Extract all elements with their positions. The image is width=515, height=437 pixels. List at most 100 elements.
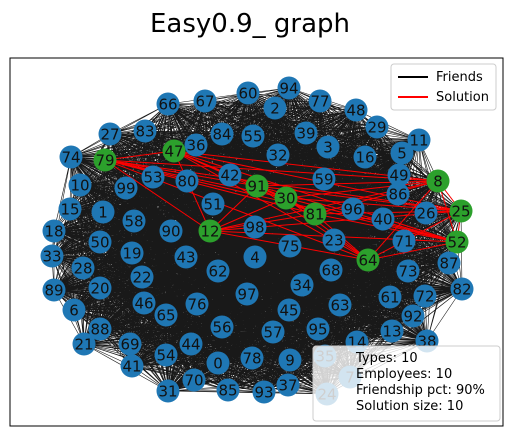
node-70: 70 <box>182 368 206 392</box>
node-circle <box>193 89 217 113</box>
node-label: 21 <box>74 336 93 354</box>
node-23: 23 <box>322 228 346 252</box>
node-82: 82 <box>450 277 474 301</box>
node-3: 3 <box>316 135 340 159</box>
node-53: 53 <box>141 165 165 189</box>
node-8: 8 <box>426 169 450 193</box>
node-label: 64 <box>358 252 377 270</box>
node-label: 99 <box>116 180 135 198</box>
node-label: 70 <box>184 372 203 390</box>
node-circle <box>266 143 290 167</box>
node-label: 65 <box>156 307 175 325</box>
node-circle <box>380 319 404 343</box>
node-29: 29 <box>365 115 389 139</box>
node-30: 30 <box>274 186 298 210</box>
node-circle <box>206 259 230 283</box>
node-2: 2 <box>263 96 287 120</box>
node-label: 98 <box>245 219 264 237</box>
node-label: 52 <box>447 234 466 252</box>
node-0: 0 <box>206 351 230 375</box>
node-circle <box>206 351 230 375</box>
node-circle <box>58 197 82 221</box>
node-label: 90 <box>161 223 180 241</box>
node-label: 28 <box>73 260 92 278</box>
node-56: 56 <box>210 315 234 339</box>
node-83: 83 <box>133 119 157 143</box>
node-label: 23 <box>324 232 343 250</box>
node-circle <box>274 186 298 210</box>
node-circle <box>198 219 222 243</box>
node-circle <box>316 135 340 159</box>
node-77: 77 <box>308 89 332 113</box>
node-circle <box>353 145 377 169</box>
node-circle <box>154 343 178 367</box>
node-28: 28 <box>71 256 95 280</box>
node-31: 31 <box>156 379 180 403</box>
node-circle <box>71 256 95 280</box>
node-circle <box>162 139 186 163</box>
node-circle <box>261 320 285 344</box>
node-circle <box>341 197 365 221</box>
node-circle <box>414 201 438 225</box>
node-circle <box>175 169 199 193</box>
node-48: 48 <box>344 98 368 122</box>
node-circle <box>278 348 302 372</box>
node-label: 93 <box>254 384 273 402</box>
solution-edge <box>367 210 462 261</box>
node-91: 91 <box>245 174 269 198</box>
node-49: 49 <box>387 163 411 187</box>
legend-label-solution: Solution <box>436 90 489 105</box>
node-circle <box>294 121 318 145</box>
node-label: 84 <box>212 126 231 144</box>
node-label: 53 <box>143 169 162 187</box>
node-label: 16 <box>355 149 374 167</box>
node-label: 57 <box>263 324 282 342</box>
node-circle <box>278 234 302 258</box>
info-employees: Employees: 10 <box>356 367 452 382</box>
node-5: 5 <box>390 141 414 165</box>
node-circle <box>88 230 112 254</box>
node-label: 58 <box>124 213 143 231</box>
node-label: 80 <box>177 173 196 191</box>
node-label: 91 <box>247 178 266 196</box>
node-label: 19 <box>122 245 141 263</box>
node-13: 13 <box>380 319 404 343</box>
node-50: 50 <box>88 230 112 254</box>
solution-edge <box>209 197 287 232</box>
node-circle <box>141 165 165 189</box>
node-circle <box>72 332 96 356</box>
node-12: 12 <box>198 219 222 243</box>
node-67: 67 <box>193 89 217 113</box>
node-9: 9 <box>278 348 302 372</box>
node-label: 62 <box>208 263 227 281</box>
node-94: 94 <box>277 76 301 100</box>
node-circle <box>344 98 368 122</box>
node-label: 54 <box>156 347 175 365</box>
node-96: 96 <box>341 197 365 221</box>
node-circle <box>184 133 208 157</box>
node-label: 40 <box>373 211 392 229</box>
node-92: 92 <box>401 304 425 328</box>
node-circle <box>371 207 395 231</box>
node-15: 15 <box>58 197 82 221</box>
solution-edge <box>314 180 439 215</box>
node-78: 78 <box>240 346 264 370</box>
node-circle <box>387 163 411 187</box>
node-97: 97 <box>235 282 259 306</box>
node-circle <box>322 228 346 252</box>
node-66: 66 <box>156 92 180 116</box>
node-20: 20 <box>88 276 112 300</box>
node-circle <box>98 122 122 146</box>
node-label: 45 <box>279 302 298 320</box>
node-72: 72 <box>413 284 437 308</box>
node-label: 49 <box>389 167 408 185</box>
node-60: 60 <box>236 81 260 105</box>
node-circle <box>365 115 389 139</box>
node-label: 26 <box>416 205 435 223</box>
info-friendship-pct: Friendship pct: 90% <box>356 383 485 398</box>
node-73: 73 <box>396 259 420 283</box>
node-61: 61 <box>378 285 402 309</box>
node-circle <box>159 219 183 243</box>
node-label: 8 <box>433 173 443 191</box>
